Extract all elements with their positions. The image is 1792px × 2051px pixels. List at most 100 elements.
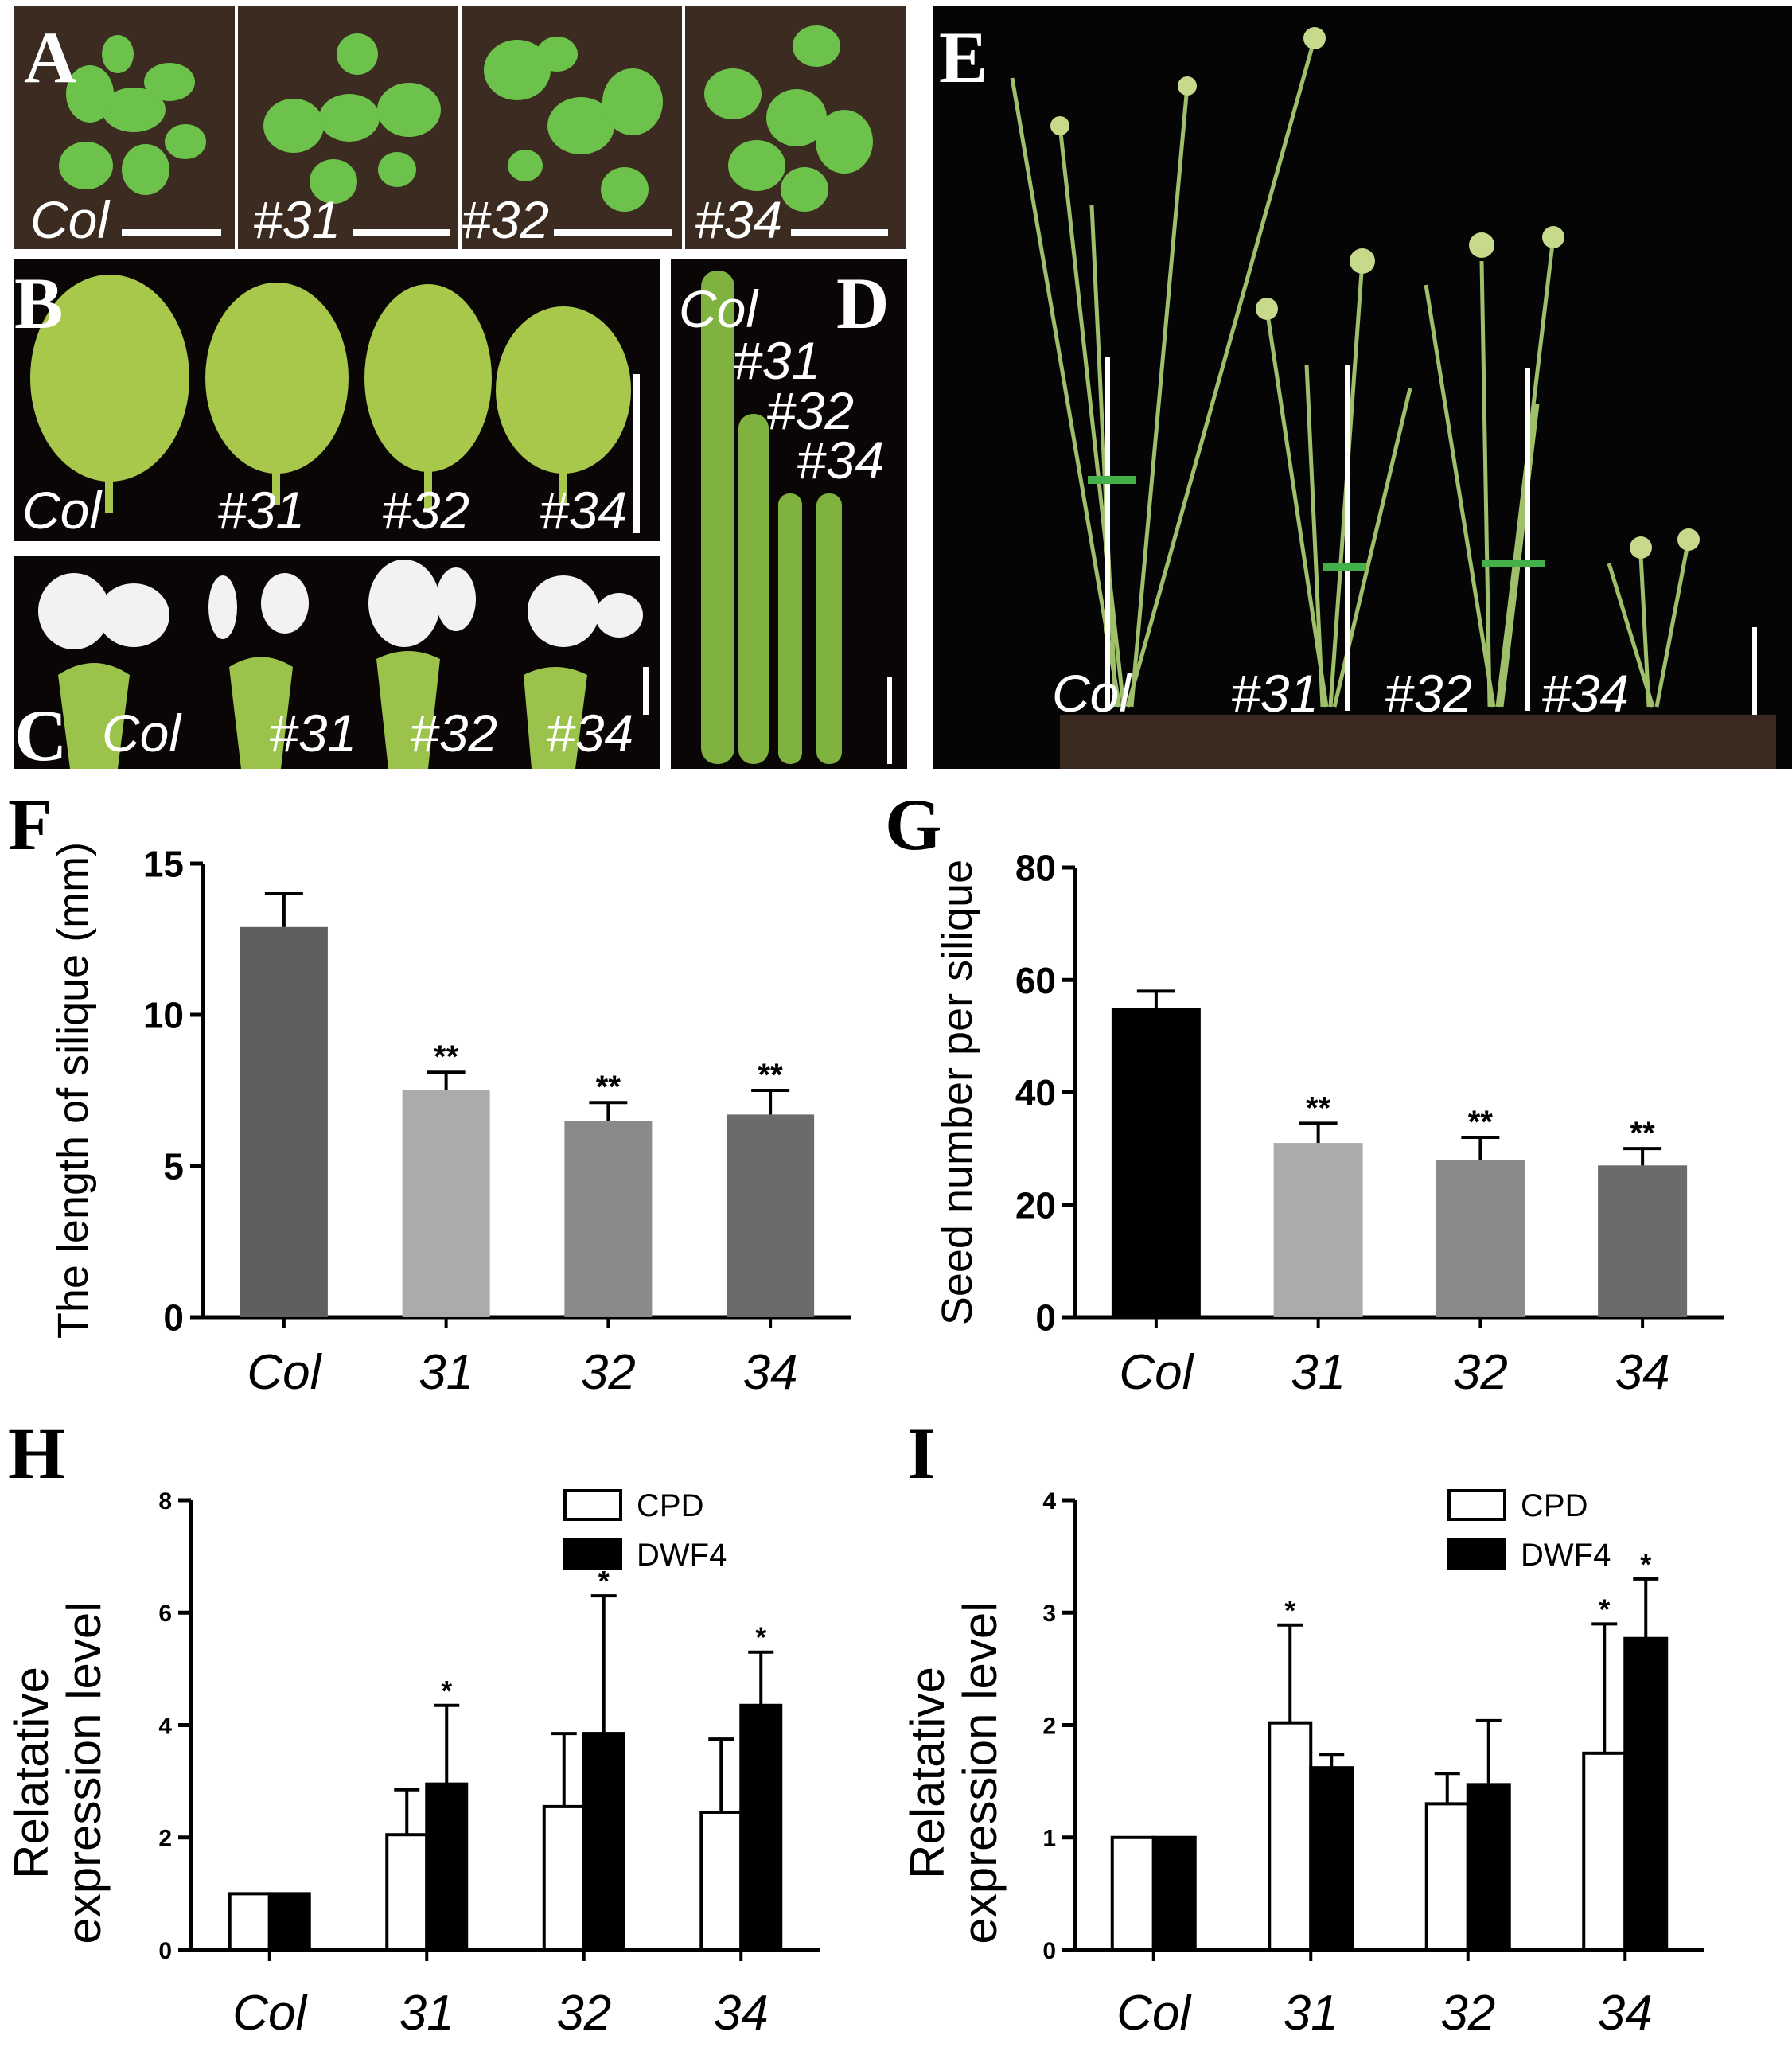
bar xyxy=(542,1804,586,1952)
genotype-label-32: #32 xyxy=(766,381,855,440)
y-tick-label: 5 xyxy=(163,1146,184,1187)
x-tick-label: 31 xyxy=(419,1345,473,1400)
y-tick-label: 0 xyxy=(1042,1938,1056,1964)
x-tick-label: Col xyxy=(232,1986,308,2041)
panel-a: A Col #31 #32 #34 xyxy=(14,6,906,249)
panel-b: B Col #31 #32 #34 xyxy=(14,259,660,541)
genotype-label-col: Col xyxy=(102,704,181,762)
y-tick-label: 60 xyxy=(1015,960,1056,1001)
y-tick-label: 40 xyxy=(1015,1072,1056,1113)
genotype-label-32: #32 xyxy=(462,190,550,249)
bar xyxy=(1598,1165,1688,1317)
panel-label-f: F xyxy=(8,784,53,865)
bar xyxy=(267,1892,311,1952)
y-tick-label: 0 xyxy=(1035,1297,1056,1339)
panel-a-photo-34 xyxy=(685,6,906,249)
panel-label-h: H xyxy=(8,1413,65,1494)
legend-swatch xyxy=(563,1489,622,1521)
rosette-image xyxy=(14,6,235,249)
x-tick-label: 32 xyxy=(581,1345,636,1400)
scale-bar xyxy=(887,677,892,764)
significance-mark: ** xyxy=(434,1039,459,1074)
rosette-image xyxy=(462,6,682,249)
y-tick-label: 2 xyxy=(1042,1713,1056,1739)
bar xyxy=(1309,1766,1354,1952)
genotype-label-31: #31 xyxy=(269,704,357,762)
leaf-image xyxy=(30,275,631,513)
genotype-label-32: #32 xyxy=(1385,664,1473,723)
chart-f: 0 5 10 15 Col 31 32 34 The length of silique (mm… xyxy=(49,842,851,1400)
bar xyxy=(385,1833,429,1952)
x-tick-label: 31 xyxy=(1284,1986,1338,2041)
chart-h: 0 2 4 6 8 Col 31 32 34 Relatative expression level… xyxy=(5,1488,820,2041)
plant-image xyxy=(1010,27,1776,769)
x-tick-label: 31 xyxy=(399,1986,454,2041)
genotype-label-34: #34 xyxy=(540,481,628,540)
panel-label-a: A xyxy=(24,17,77,98)
genotype-label-31: #31 xyxy=(217,481,306,540)
y-tick-label: 3 xyxy=(1042,1601,1056,1627)
genotype-label-34: #34 xyxy=(546,704,634,762)
y-axis-label: expression level xyxy=(57,1601,111,1944)
bar xyxy=(228,1892,271,1952)
y-tick-label: 0 xyxy=(163,1297,184,1339)
chart-g: 0 20 40 60 80 Col 31 32 34 Seed number per siliqu… xyxy=(933,848,1724,1400)
bar xyxy=(739,1703,783,1952)
x-tick-label: 34 xyxy=(714,1986,769,2041)
significance-mark: * xyxy=(755,1621,766,1654)
scale-bar xyxy=(554,229,672,236)
scale-bar xyxy=(122,229,221,236)
x-tick-label: 34 xyxy=(743,1345,798,1400)
x-tick-label: 34 xyxy=(1598,1986,1653,2041)
bar xyxy=(1110,1835,1155,1952)
y-tick-label: 4 xyxy=(1042,1488,1056,1515)
genotype-label-31: #31 xyxy=(733,331,821,390)
bar xyxy=(1273,1143,1363,1317)
y-axis-label: The length of silique (mm) xyxy=(49,842,97,1339)
panel-label-b: B xyxy=(14,263,64,344)
y-axis-label: expression level xyxy=(953,1601,1007,1944)
genotype-label-34: #34 xyxy=(1541,664,1630,723)
y-tick-label: 1 xyxy=(1042,1826,1056,1852)
scale-bar xyxy=(353,229,450,236)
y-tick-label: 20 xyxy=(1015,1184,1056,1226)
x-tick-label: 32 xyxy=(1453,1345,1508,1400)
y-tick-label: 2 xyxy=(158,1826,172,1852)
y-tick-label: 80 xyxy=(1015,848,1056,889)
significance-mark: * xyxy=(1640,1548,1651,1581)
genotype-label-32: #32 xyxy=(382,481,470,540)
x-tick-label: 32 xyxy=(556,1986,611,2041)
genotype-label-col: Col xyxy=(22,481,102,540)
genotype-label-32: #32 xyxy=(410,704,498,762)
y-tick-label: 8 xyxy=(158,1488,172,1515)
genotype-label-34: #34 xyxy=(695,190,783,249)
panel-label-e: E xyxy=(939,17,988,98)
legend-swatch xyxy=(1447,1489,1506,1521)
x-tick-label: Col xyxy=(1119,1345,1194,1400)
x-tick-label: 32 xyxy=(1440,1986,1495,2041)
bar xyxy=(1582,1751,1627,1952)
y-tick-label: 6 xyxy=(158,1601,172,1627)
y-axis-label: Relatative xyxy=(5,1667,58,1879)
significance-mark: ** xyxy=(1468,1105,1494,1140)
legend-swatch xyxy=(1447,1538,1506,1570)
significance-mark: ** xyxy=(1306,1090,1331,1125)
legend-label: DWF4 xyxy=(637,1538,727,1573)
significance-mark: ** xyxy=(596,1070,621,1105)
significance-mark: * xyxy=(441,1675,452,1707)
bar xyxy=(1424,1802,1470,1952)
silique-image xyxy=(701,271,842,764)
x-tick-label: 31 xyxy=(1291,1345,1346,1400)
bar xyxy=(1111,1008,1201,1317)
bar xyxy=(727,1114,815,1317)
genotype-label-col: Col xyxy=(1052,664,1132,723)
panel-label-c: C xyxy=(14,695,68,776)
significance-mark: * xyxy=(1284,1594,1295,1627)
y-axis-label: Seed number per silique xyxy=(933,860,981,1325)
legend-label: CPD xyxy=(1521,1488,1587,1523)
bar xyxy=(425,1782,469,1952)
significance-mark: * xyxy=(1599,1593,1610,1625)
y-tick-label: 0 xyxy=(158,1938,172,1964)
bar xyxy=(1268,1721,1313,1952)
